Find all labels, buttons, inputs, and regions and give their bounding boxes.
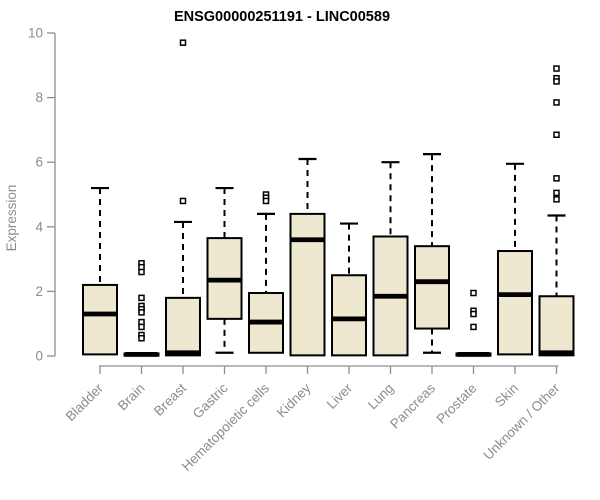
y-axis-label: Expression — [4, 185, 19, 252]
boxplot-pancreas — [414, 153, 450, 354]
outlier-point — [470, 323, 477, 331]
y-tick-label: 10 — [28, 26, 43, 41]
x-category-label-bladder: Bladder — [63, 380, 107, 424]
outlier-point — [553, 131, 560, 138]
x-category-label-liver: Liver — [324, 380, 356, 412]
x-category-label-kidney: Kidney — [274, 380, 314, 420]
outlier-point — [553, 99, 560, 106]
x-category-label-prostate: Prostate — [433, 381, 479, 427]
x-category-label-pancreas: Pancreas — [387, 380, 438, 431]
boxplot-bladder — [82, 186, 118, 356]
outlier-point — [553, 78, 560, 85]
outlier-point — [470, 310, 477, 318]
x-category-label-gastric: Gastric — [190, 380, 231, 421]
outlier-point — [262, 197, 270, 205]
boxplot-hematopoietic-cells — [248, 191, 284, 354]
box-iqr — [165, 296, 201, 357]
x-category-label-lung: Lung — [365, 381, 397, 413]
boxplot-lung — [372, 161, 409, 357]
boxplot-prostate — [455, 289, 492, 357]
boxplot-skin — [497, 162, 533, 356]
outlier-point — [470, 289, 477, 297]
y-tick-label: 0 — [35, 349, 43, 364]
x-category-label-unknown-other: Unknown / Other — [480, 380, 563, 463]
outlier-point — [138, 294, 145, 302]
outlier-point — [553, 65, 560, 72]
outlier-point — [138, 323, 145, 331]
x-category-label-breast: Breast — [151, 380, 189, 418]
x-category-label-skin: Skin — [492, 381, 521, 410]
y-tick-label: 6 — [35, 155, 43, 170]
outlier-point — [553, 175, 560, 182]
boxplots — [82, 39, 575, 357]
outlier-point — [553, 196, 560, 203]
boxplot-kidney — [289, 157, 326, 357]
boxplot-gastric — [206, 186, 243, 354]
y-tick-label: 8 — [35, 90, 43, 105]
outlier-point — [138, 334, 145, 342]
boxplot-unknown-other — [538, 65, 575, 357]
chart-title: ENSG00000251191 - LINC00589 — [174, 9, 390, 25]
outlier-point — [553, 189, 560, 197]
outlier-point — [179, 197, 187, 205]
box-iqr — [414, 245, 450, 330]
y-tick-label: 2 — [35, 284, 43, 299]
box-iqr — [82, 283, 118, 356]
box-iqr — [538, 295, 575, 357]
boxplot-brain — [123, 260, 160, 357]
box-iqr — [497, 250, 533, 356]
box-iqr — [331, 274, 367, 357]
outlier-point — [179, 39, 187, 46]
y-tick-label: 4 — [35, 219, 43, 234]
outlier-point — [138, 268, 145, 276]
box-iqr — [289, 212, 326, 357]
outlier-point — [138, 309, 145, 316]
x-category-label-brain: Brain — [115, 381, 148, 414]
boxplot-liver — [331, 222, 367, 357]
boxplot-breast — [165, 39, 201, 357]
